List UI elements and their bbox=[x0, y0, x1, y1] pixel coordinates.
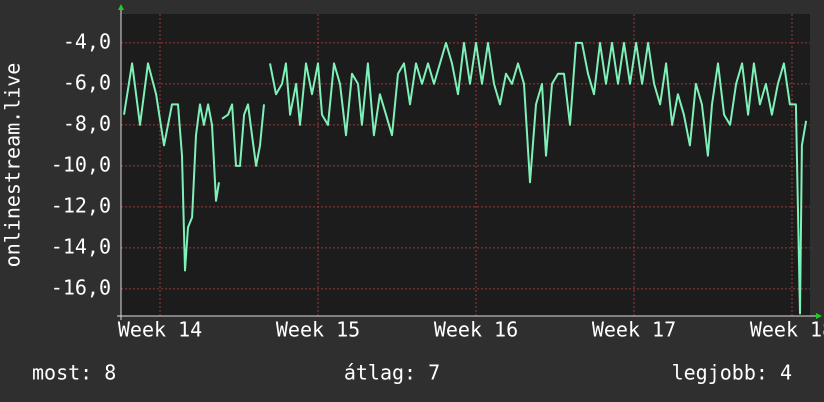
line-segment bbox=[269, 41, 808, 315]
stat-current: most: 8 bbox=[32, 361, 116, 385]
line-segment bbox=[123, 62, 220, 272]
x-tick-label: Week 18 bbox=[750, 318, 824, 342]
x-tick-label: Week 17 bbox=[592, 318, 676, 342]
x-tick-label: Week 14 bbox=[118, 318, 202, 342]
y-axis-label: onlinestream.live bbox=[1, 63, 25, 268]
line-segment bbox=[221, 103, 265, 167]
y-tick-label: -8,0 bbox=[63, 111, 111, 135]
stat-average: átlag: 7 bbox=[344, 361, 440, 385]
y-tick-label: -16,0 bbox=[51, 275, 111, 299]
x-axis-arrow bbox=[816, 313, 822, 319]
x-tick-label: Week 15 bbox=[276, 318, 360, 342]
x-tick-label: Week 16 bbox=[434, 318, 518, 342]
stat-best: legjobb: 4 bbox=[672, 361, 792, 385]
y-tick-label: -14,0 bbox=[51, 234, 111, 258]
y-tick-label: -10,0 bbox=[51, 152, 111, 176]
y-axis-arrow bbox=[118, 4, 124, 10]
y-tick-label: -12,0 bbox=[51, 193, 111, 217]
y-tick-label: -6,0 bbox=[63, 70, 111, 94]
y-tick-label: -4,0 bbox=[63, 29, 111, 53]
